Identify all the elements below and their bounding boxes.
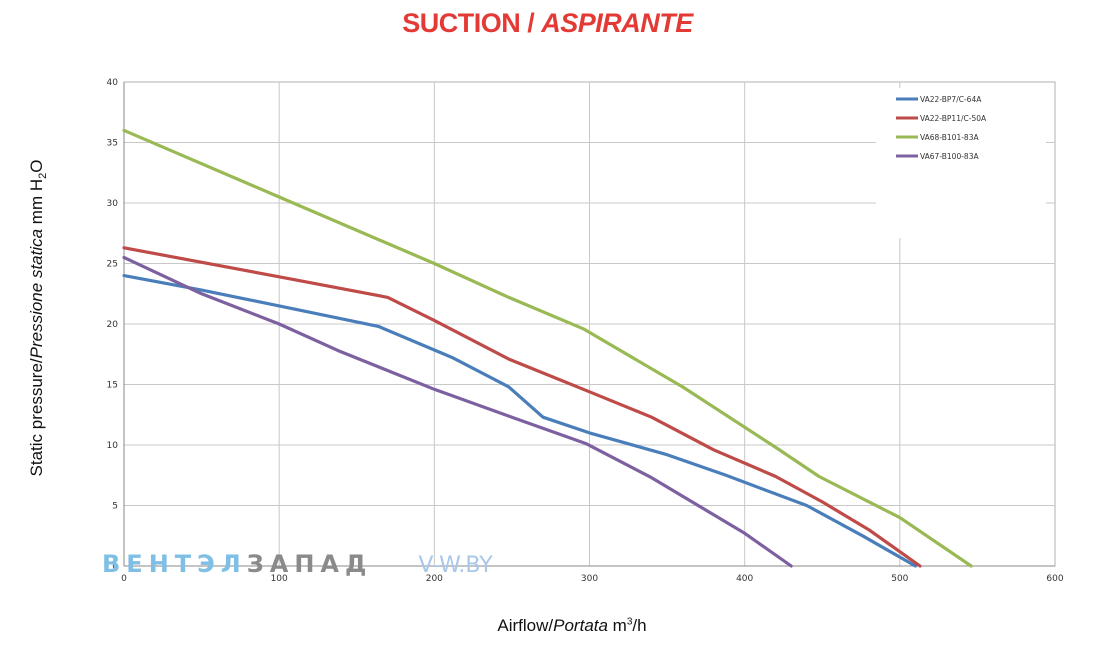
x-tick-label: 0 — [121, 574, 127, 584]
y-tick-label: 15 — [107, 381, 118, 391]
watermark: ВЕНТЭЛЗАПАД V-W.BY — [102, 550, 493, 578]
y-tick-label: 35 — [107, 139, 118, 149]
x-axis-label-sup: 3 — [626, 616, 633, 628]
x-tick-label: 100 — [271, 574, 288, 584]
x-axis-label: Airflow/Portata m3/h — [497, 616, 646, 636]
y-tick-label: 20 — [107, 320, 119, 330]
x-axis-label-tail: /h — [632, 616, 647, 635]
x-tick-label: 500 — [891, 574, 908, 584]
x-tick-label: 200 — [426, 574, 443, 584]
x-axis-label-unit: m — [607, 616, 627, 635]
watermark-part2: ЗАПАД — [246, 550, 373, 578]
y-axis-label-tail: O — [26, 159, 46, 173]
series-line-1 — [122, 274, 918, 568]
series-line-3 — [122, 128, 973, 568]
legend-label: VA68-B101-83A — [920, 133, 979, 142]
watermark-url: V-W.BY — [418, 553, 493, 578]
y-axis-label-plain: Static pressure/ — [26, 358, 46, 477]
y-axis-label: Static pressure/Pressione statica mm H2O — [27, 160, 49, 477]
x-tick-label: 300 — [581, 574, 598, 584]
x-tick-label: 600 — [1046, 574, 1063, 584]
y-tick-label: 30 — [107, 199, 119, 209]
legend-box — [876, 88, 1046, 238]
watermark-part1: ВЕНТЭЛ — [102, 550, 247, 578]
x-axis-label-plain: Airflow/ — [497, 616, 554, 635]
legend-label: VA22-BP11/C-50A — [920, 114, 987, 123]
x-axis-label-italic: Portata — [553, 616, 608, 635]
chart-title-main: SUCTION / — [402, 8, 542, 38]
y-tick-label: 10 — [107, 441, 119, 451]
y-tick-label: 5 — [112, 502, 118, 512]
series-group — [122, 128, 973, 568]
y-axis-label-sub: 2 — [37, 172, 50, 179]
y-tick-label: 25 — [107, 260, 118, 270]
legend-label: VA67-B100-83A — [920, 152, 979, 161]
legend-label: VA22-BP7/C-64A — [920, 95, 982, 104]
chart-title-italic: ASPIRANTE — [541, 8, 693, 38]
legend: VA22-BP7/C-64A VA22-BP11/C-50A VA68-B101-8… — [876, 88, 1046, 238]
x-tick-label: 400 — [736, 574, 753, 584]
series-line-4 — [122, 255, 793, 568]
chart-title: SUCTION / ASPIRANTE — [0, 8, 1095, 39]
y-tick-label: 40 — [107, 78, 119, 88]
series-line-2 — [122, 246, 922, 568]
y-tick-label: 0 — [112, 562, 118, 572]
y-axis-label-italic: Pressione statica — [26, 228, 46, 359]
y-axis-label-unit: mm H — [26, 178, 46, 229]
